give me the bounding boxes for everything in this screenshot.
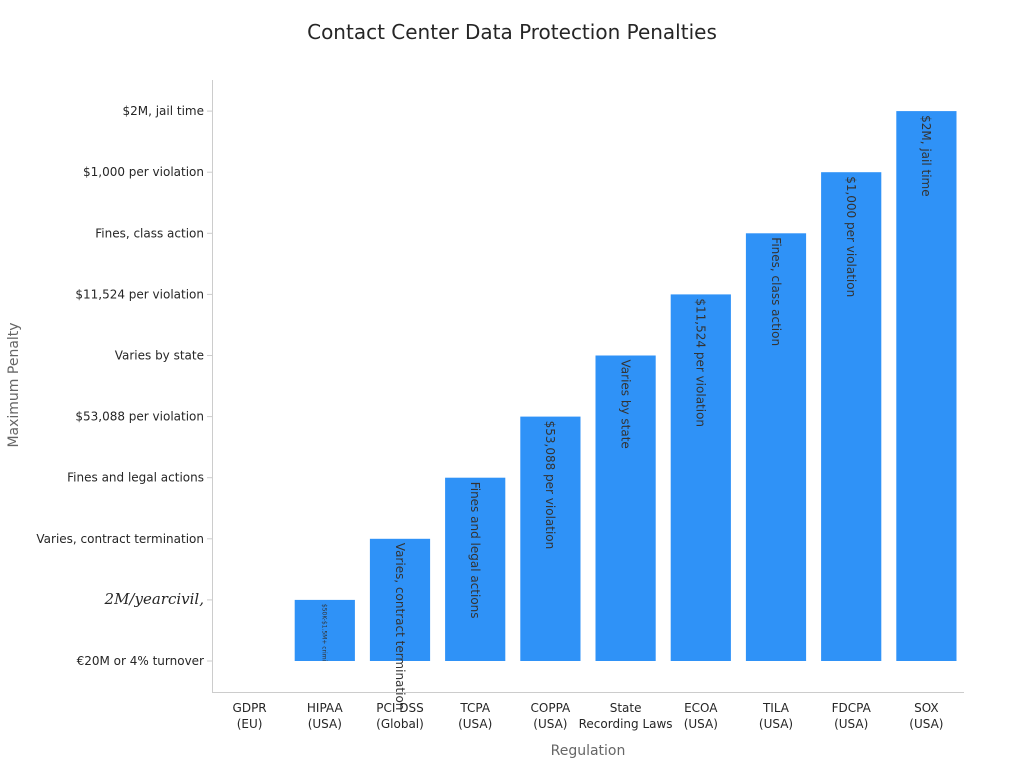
x-tick-label: GDPR (EU) — [233, 701, 267, 731]
x-tick-label: TCPA (USA) — [458, 701, 492, 731]
bar-labels-group: $50K-$1.5M+ crimi Varies, contract termin… — [321, 115, 934, 710]
x-tick-label: ECOA (USA) — [684, 701, 719, 731]
x-tick-label: PCI DSS (Global) — [376, 701, 424, 731]
y-tick-label: $1,000 per violation — [83, 165, 204, 179]
bar-data-label: $53,088 per violation — [543, 421, 557, 550]
x-tick-label: State Recording Laws — [579, 701, 673, 731]
y-tick-label: 2M/yearcivil, — [104, 590, 204, 608]
chart-title: Contact Center Data Protection Penalties — [307, 20, 717, 44]
bar-data-label: $50K-$1.5M+ crimi — [321, 604, 328, 662]
bar — [445, 477, 506, 661]
x-ticks-group: GDPR (EU) HIPAA (USA) PCI DSS (Global) TCPA (US… — [233, 701, 944, 731]
bar — [520, 416, 581, 661]
bar-data-label: Varies by state — [618, 360, 632, 449]
y-tick-label: Fines, class action — [95, 226, 204, 240]
x-tick-label: TILA (USA) — [759, 701, 793, 731]
y-axis-label: Maximum Penalty — [6, 322, 22, 447]
bar-data-label: Varies, contract termination — [393, 543, 407, 711]
x-tick-label: HIPAA (USA) — [307, 701, 344, 731]
y-tick-label: $53,088 per violation — [75, 410, 204, 424]
bar-data-label: $11,524 per violation — [694, 298, 708, 427]
y-tick-label: Varies by state — [115, 349, 204, 363]
x-tick-label: SOX (USA) — [909, 701, 943, 731]
y-tick-label: Varies, contract termination — [36, 532, 204, 546]
bar — [896, 111, 957, 662]
bar-data-label: Fines, class action — [769, 237, 783, 346]
y-tick-label: $2M, jail time — [122, 104, 204, 118]
x-axis-label: Regulation — [551, 743, 626, 759]
bar-data-label: $1,000 per violation — [844, 176, 858, 297]
bar — [821, 172, 882, 661]
y-ticks-group: €20M or 4% turnover 2M/yearcivil, Varies, … — [36, 104, 213, 668]
bar — [595, 355, 656, 661]
y-tick-label: Fines and legal actions — [67, 471, 204, 485]
bar — [745, 233, 807, 662]
x-tick-label: FDCPA (USA) — [832, 701, 872, 731]
bar-data-label: $2M, jail time — [919, 115, 933, 197]
y-tick-label: €20M or 4% turnover — [77, 654, 204, 668]
bar — [294, 599, 355, 661]
bar — [369, 538, 431, 661]
bar-data-label: Fines and legal actions — [468, 482, 482, 619]
y-tick-label: $11,524 per violation — [75, 287, 204, 301]
bars-group — [294, 111, 957, 662]
x-tick-label: COPPA (USA) — [531, 701, 572, 731]
bar — [670, 294, 731, 661]
